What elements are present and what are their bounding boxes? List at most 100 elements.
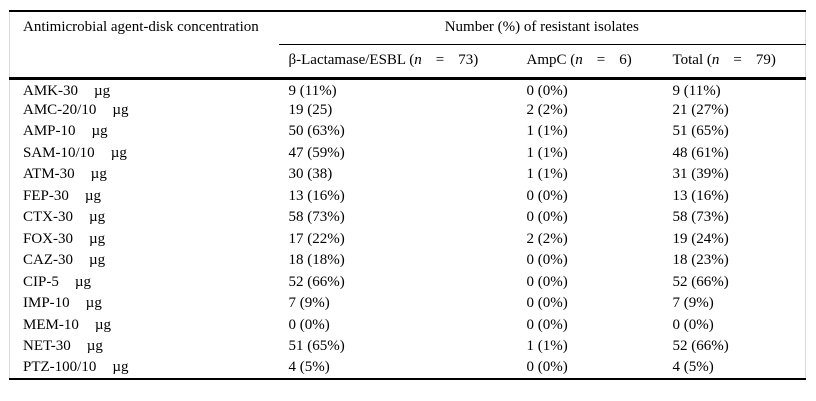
- table-row: PTZ-100/10 µg 4 (5%) 0 (0%) 4 (5%): [10, 358, 806, 380]
- n-symbol: n: [575, 52, 583, 68]
- ampc-value: 1 (1%): [526, 166, 568, 183]
- agent-name: AMP-10: [23, 123, 76, 140]
- esbl-value: 58 (73%): [288, 209, 345, 226]
- agent-unit: µg: [85, 295, 102, 312]
- agent-name: SAM-10/10: [23, 144, 95, 161]
- agent-name: AMK-30: [23, 82, 78, 99]
- total-value: 18 (23%): [672, 252, 729, 269]
- table-body: AMK-30 µg 9 (11%) 0 (0%) 9 (11%) AMC-20/1…: [10, 78, 806, 379]
- esbl-value: 52 (66%): [288, 273, 345, 290]
- agent-cell: FOX-30 µg: [10, 229, 279, 251]
- table-row: IMP-10 µg 7 (9%) 0 (0%) 7 (9%): [10, 293, 806, 315]
- esbl-value: 19 (25): [288, 101, 333, 118]
- ampc-header-prefix: AmpC (: [526, 52, 576, 68]
- total-value: 52 (66%): [672, 338, 729, 355]
- column-header-spanner: Number (%) of resistant isolates: [278, 11, 806, 45]
- total-value: 7 (9%): [672, 295, 714, 312]
- table-row: AMP-10 µg 50 (63%) 1 (1%) 51 (65%): [10, 121, 806, 143]
- ampc-value: 0 (0%): [526, 209, 568, 226]
- table-row: ATM-30 µg 30 (38) 1 (1%) 31 (39%): [10, 164, 806, 186]
- agent-name: CTX-30: [23, 209, 73, 226]
- ampc-value: 0 (0%): [526, 295, 568, 312]
- n-symbol: n: [414, 52, 422, 68]
- esbl-value: 13 (16%): [288, 187, 345, 204]
- agent-unit: µg: [94, 316, 111, 333]
- esbl-header-prefix: β-Lactamase/ESBL (: [288, 52, 415, 68]
- agent-name: PTZ-100/10: [23, 359, 97, 376]
- column-header-esbl: β-Lactamase/ESBL (n = 73): [278, 44, 517, 80]
- agent-unit: µg: [94, 82, 111, 99]
- n-symbol: n: [711, 52, 720, 68]
- agent-unit: µg: [84, 187, 101, 204]
- agent-unit: µg: [90, 166, 107, 183]
- ampc-value: 0 (0%): [526, 316, 568, 333]
- esbl-value: 30 (38): [288, 166, 333, 183]
- agent-unit: µg: [89, 230, 106, 247]
- agent-cell: AMC-20/10 µg: [10, 100, 279, 122]
- total-value: 4 (5%): [672, 359, 714, 376]
- agent-cell: PTZ-100/10 µg: [10, 358, 279, 380]
- agent-name: IMP-10: [23, 295, 70, 312]
- ampc-value: 0 (0%): [526, 359, 568, 376]
- agent-unit: µg: [89, 252, 106, 269]
- table-row: CAZ-30 µg 18 (18%) 0 (0%) 18 (23%): [10, 250, 806, 272]
- ampc-value: 1 (1%): [526, 338, 568, 355]
- agent-unit: µg: [112, 101, 129, 118]
- column-header-agent: Antimicrobial agent-disk concentration: [9, 11, 279, 80]
- total-value: 0 (0%): [672, 316, 714, 333]
- ampc-value: 1 (1%): [526, 123, 568, 140]
- esbl-value: 7 (9%): [288, 295, 330, 312]
- total-value: 51 (65%): [672, 123, 729, 140]
- esbl-value: 4 (5%): [288, 359, 330, 376]
- equals-sign: =: [733, 52, 742, 68]
- table-row: FOX-30 µg 17 (22%) 2 (2%) 19 (24%): [10, 229, 806, 251]
- agent-cell: CIP-5 µg: [10, 272, 279, 294]
- column-header-total: Total (n = 79): [662, 44, 806, 80]
- total-value: 52 (66%): [672, 273, 729, 290]
- table-row: AMC-20/10 µg 19 (25) 2 (2%) 21 (27%): [10, 100, 806, 122]
- agent-cell: ATM-30 µg: [10, 164, 279, 186]
- agent-name: CAZ-30: [23, 252, 73, 269]
- agent-unit: µg: [91, 123, 108, 140]
- agent-name: NET-30: [23, 338, 71, 355]
- agent-name: FOX-30: [23, 230, 74, 247]
- agent-unit: µg: [110, 144, 127, 161]
- esbl-value: 17 (22%): [288, 230, 345, 247]
- ampc-value: 0 (0%): [526, 252, 568, 269]
- total-value: 48 (61%): [672, 144, 729, 161]
- table-row: AMK-30 µg 9 (11%) 0 (0%) 9 (11%): [10, 78, 806, 100]
- ampc-value: 2 (2%): [526, 230, 568, 247]
- equals-sign: =: [435, 52, 445, 68]
- ampc-header-count: 6): [619, 52, 632, 68]
- esbl-value: 18 (18%): [288, 252, 345, 269]
- esbl-value: 50 (63%): [288, 123, 345, 140]
- table-row: MEM-10 µg 0 (0%) 0 (0%) 0 (0%): [10, 315, 806, 337]
- column-header-ampc: AmpC (n = 6): [516, 44, 663, 80]
- table-header: Antimicrobial agent-disk concentration N…: [9, 11, 806, 80]
- agent-cell: FEP-30 µg: [10, 186, 279, 208]
- total-header-prefix: Total (: [672, 52, 712, 68]
- agent-cell: IMP-10 µg: [10, 293, 279, 315]
- equals-sign: =: [596, 52, 606, 68]
- ampc-value: 0 (0%): [526, 187, 568, 204]
- table-row: FEP-30 µg 13 (16%) 0 (0%) 13 (16%): [10, 186, 806, 208]
- agent-unit: µg: [112, 359, 129, 376]
- table-row: SAM-10/10 µg 47 (59%) 1 (1%) 48 (61%): [10, 143, 806, 165]
- agent-cell: AMP-10 µg: [10, 121, 279, 143]
- header-row-1: Antimicrobial agent-disk concentration N…: [9, 11, 806, 80]
- agent-cell: AMK-30 µg: [10, 78, 279, 100]
- agent-unit: µg: [74, 273, 91, 290]
- agent-name: FEP-30: [23, 187, 69, 204]
- agent-unit: µg: [86, 338, 103, 355]
- agent-cell: MEM-10 µg: [10, 315, 279, 337]
- total-value: 13 (16%): [672, 187, 729, 204]
- ampc-value: 0 (0%): [526, 82, 568, 99]
- agent-name: CIP-5: [23, 273, 59, 290]
- total-value: 9 (11%): [672, 82, 721, 99]
- ampc-value: 0 (0%): [526, 273, 568, 290]
- agent-name: ATM-30: [23, 166, 75, 183]
- esbl-value: 9 (11%): [288, 82, 337, 99]
- total-value: 58 (73%): [672, 209, 729, 226]
- total-value: 19 (24%): [672, 230, 729, 247]
